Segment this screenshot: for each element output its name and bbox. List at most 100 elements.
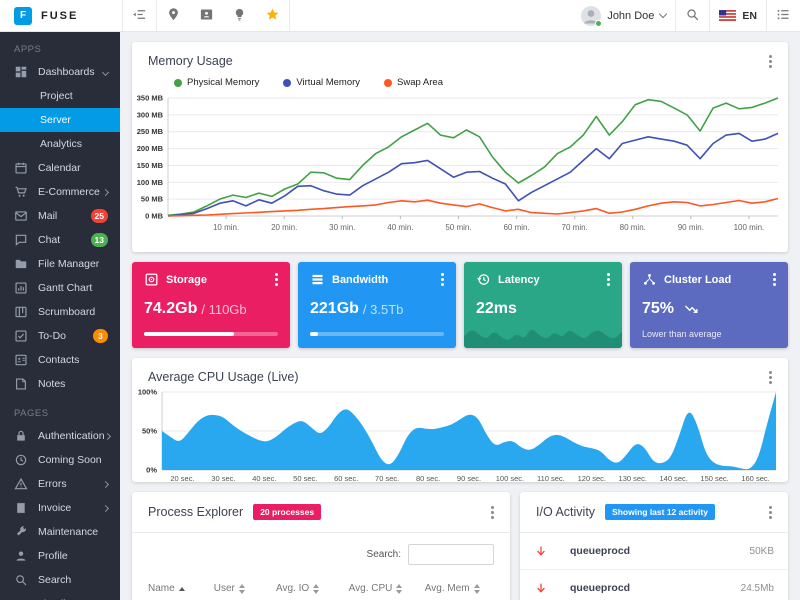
count-badge: 25 [90, 209, 108, 223]
sidebar-item-authentication[interactable]: Authentication [0, 424, 120, 448]
svg-text:140 sec.: 140 sec. [659, 474, 687, 482]
sidebar-item-invoice[interactable]: Invoice [0, 496, 120, 520]
legend-dot [384, 78, 393, 87]
sidebar-item-profile[interactable]: Profile [0, 544, 120, 568]
kebab-menu-icon[interactable] [491, 510, 494, 514]
sidebar-item-calendar[interactable]: Calendar [0, 156, 120, 180]
svg-text:30 min.: 30 min. [329, 223, 355, 232]
kebab-menu-icon[interactable] [607, 278, 610, 281]
stat-value: 22ms [476, 300, 517, 317]
star-shortcut-button[interactable] [256, 7, 289, 25]
receipt-icon [14, 501, 28, 515]
io-activity-row[interactable]: queueprocd 24.5Mb [520, 570, 788, 600]
io-process-name: queueprocd [570, 545, 631, 557]
kebab-menu-icon[interactable] [769, 59, 772, 63]
sidebar-item-gantt-chart[interactable]: Gantt Chart [0, 276, 120, 300]
sidebar-item-dashboards[interactable]: Dashboards [0, 60, 120, 84]
sidebar-item-label: To-Do [38, 330, 67, 342]
nav-section-label: PAGES [14, 408, 49, 419]
svg-text:300 MB: 300 MB [137, 110, 164, 119]
stat-card-title: Latency [498, 273, 540, 286]
sidebar-item-coming-soon[interactable]: Coming Soon [0, 448, 120, 472]
process-search-input[interactable] [408, 544, 494, 565]
svg-text:350 MB: 350 MB [137, 94, 164, 103]
chat-icon [14, 233, 28, 247]
svg-text:50 min.: 50 min. [445, 223, 471, 232]
memory-usage-title: Memory Usage [148, 54, 233, 68]
sidebar-item-label: File Manager [38, 258, 100, 270]
toolbar-divider [709, 0, 711, 31]
sidebar-item-e-commerce[interactable]: E-Commerce [0, 180, 120, 204]
dashboard-icon [14, 65, 28, 79]
column-header-name[interactable]: Name [148, 583, 214, 594]
svg-text:70 min.: 70 min. [562, 223, 588, 232]
column-header-avg-cpu[interactable]: Avg. CPU [349, 583, 425, 594]
user-name: John Doe [607, 9, 655, 22]
sidebar-item-contacts[interactable]: Contacts [0, 348, 120, 372]
sidebar-item-label: Contacts [38, 354, 80, 366]
logo-icon: F [14, 6, 32, 25]
sidebar-item-notes[interactable]: Notes [0, 372, 120, 396]
toolbar-divider [766, 0, 767, 31]
sidebar-item-server[interactable]: Server [0, 108, 120, 132]
stat-card-title: Cluster Load [664, 273, 732, 286]
sidebar-item-file-manager[interactable]: File Manager [0, 252, 120, 276]
io-activity-title: I/O Activity [536, 505, 596, 519]
kebab-menu-icon[interactable] [275, 278, 278, 281]
sidebar-item-timeline[interactable]: Timeline [0, 592, 120, 600]
column-header-avg-io[interactable]: Avg. IO [276, 583, 349, 594]
sidebar-item-errors[interactable]: Errors [0, 472, 120, 496]
sidebar-item-chat[interactable]: Chat 13 [0, 228, 120, 252]
quick-panel-button[interactable] [767, 0, 800, 31]
svg-text:90 sec.: 90 sec. [457, 474, 481, 482]
sidebar-item-label: Mail [38, 210, 58, 222]
sidebar-item-search[interactable]: Search [0, 568, 120, 592]
svg-text:10 min.: 10 min. [213, 223, 239, 232]
sidebar-item-scrumboard[interactable]: Scrumboard [0, 300, 120, 324]
sidebar-fold-button[interactable] [123, 0, 156, 31]
kebab-menu-icon[interactable] [773, 278, 776, 281]
stat-card-title: Bandwidth [332, 273, 389, 286]
column-header-avg-mem[interactable]: Avg. Mem [425, 583, 494, 594]
sidebar-item-label: Chat [38, 234, 61, 246]
progress-bar [310, 332, 444, 336]
svg-text:20 sec.: 20 sec. [170, 474, 194, 482]
kebab-menu-icon[interactable] [769, 375, 772, 379]
language-button[interactable]: EN [710, 0, 766, 31]
sidebar-item-label: Calendar [38, 162, 81, 174]
badge-shortcut-button[interactable] [190, 7, 223, 25]
io-transfer-size: 24.5Mb [740, 582, 774, 594]
bulb-shortcut-button[interactable] [223, 7, 256, 25]
sidebar-item-label: Notes [38, 378, 66, 390]
sidebar-item-to-do[interactable]: To-Do 3 [0, 324, 120, 348]
cpu-usage-card: Average CPU Usage (Live) 0% 50% 100% 20 sec… [132, 358, 788, 482]
sidebar-item-project[interactable]: Project [0, 84, 120, 108]
note-icon [14, 377, 28, 391]
kebab-menu-icon[interactable] [769, 510, 772, 514]
trend-down-icon [683, 301, 700, 318]
sidebar-item-mail[interactable]: Mail 25 [0, 204, 120, 228]
svg-text:40 min.: 40 min. [387, 223, 413, 232]
search-icon [685, 7, 700, 25]
search-button[interactable] [676, 0, 709, 31]
board-icon [14, 305, 28, 319]
place-shortcut-button[interactable] [157, 7, 190, 25]
io-process-name: queueprocd [570, 582, 631, 594]
stat-value: 75% [642, 300, 675, 317]
svg-text:70 sec.: 70 sec. [375, 474, 399, 482]
column-header-user[interactable]: User [214, 583, 276, 594]
sidebar-item-maintenance[interactable]: Maintenance [0, 520, 120, 544]
brand-name: FUSE [41, 9, 79, 22]
sidebar-item-label: Dashboards [38, 66, 95, 78]
io-activity-row[interactable]: queueprocd 50KB [520, 533, 788, 570]
sort-icon [473, 583, 480, 594]
kebab-menu-icon[interactable] [441, 278, 444, 281]
svg-text:50 sec.: 50 sec. [293, 474, 317, 482]
sidebar-item-label: Server [40, 114, 71, 126]
search-icon [14, 573, 28, 587]
user-menu-button[interactable]: John Doe [572, 0, 675, 31]
sidebar-item-analytics[interactable]: Analytics [0, 132, 120, 156]
hub-icon [642, 272, 657, 287]
contacts-icon [14, 353, 28, 367]
